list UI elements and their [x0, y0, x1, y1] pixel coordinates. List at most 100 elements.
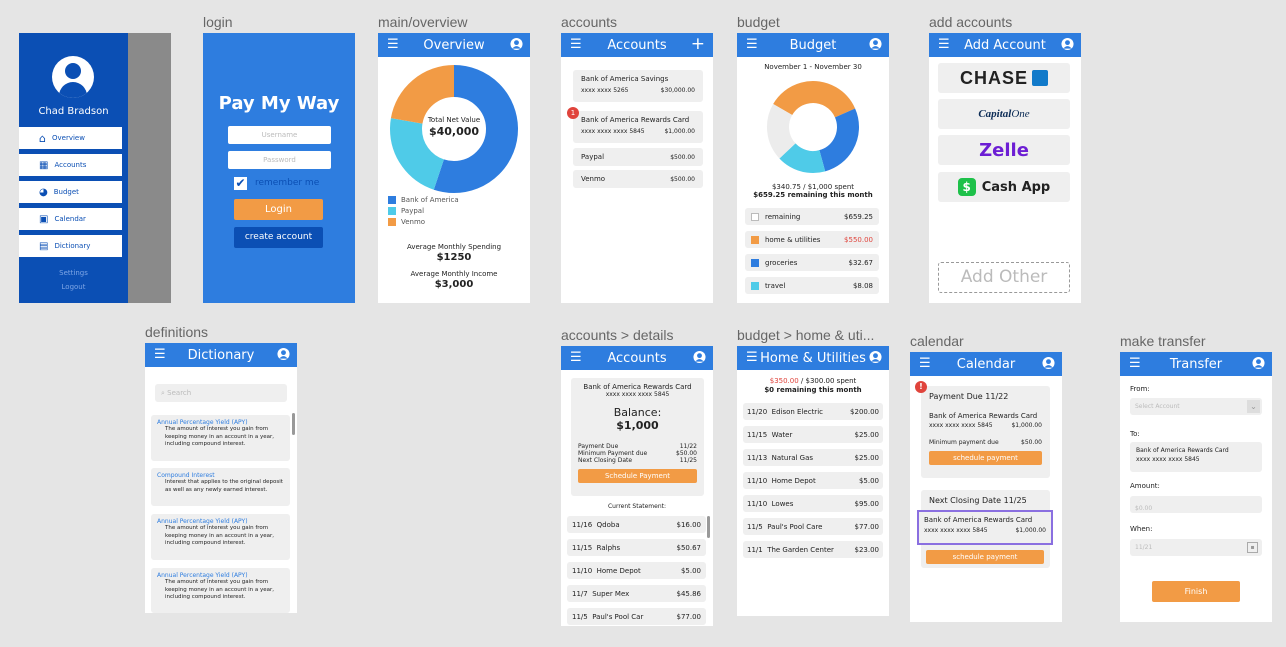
transaction-row[interactable]: 11/15 Water $25.00: [743, 426, 883, 443]
closing-date-title: Next Closing Date 11/25: [929, 496, 1027, 505]
transaction-row[interactable]: 11/5 Paul's Pool Car $77.00: [567, 608, 706, 625]
login-button[interactable]: Login: [234, 199, 323, 220]
add-icon[interactable]: +: [690, 34, 705, 54]
sidebar-item-dictionary[interactable]: ▤ Dictionary: [19, 235, 122, 257]
account-name: Bank of America Rewards Card: [581, 116, 690, 124]
search-input[interactable]: ⌕ Search: [155, 384, 287, 402]
amount-input[interactable]: $0.00: [1130, 496, 1262, 513]
chevron-down-icon: ⌄: [1247, 400, 1260, 413]
calendar-header: ☰ Calendar: [910, 352, 1062, 376]
avatar[interactable]: [52, 56, 94, 98]
date-input[interactable]: 11/21 ▪: [1130, 539, 1262, 556]
budget-item-groceries[interactable]: groceries $32.67: [745, 254, 879, 271]
one-text: One: [1011, 108, 1030, 120]
menu-icon[interactable]: ☰: [1129, 356, 1141, 371]
user-icon[interactable]: [510, 37, 523, 51]
transaction-row[interactable]: 11/10 Home Depot $5.00: [567, 562, 706, 579]
password-field[interactable]: Password: [228, 151, 331, 169]
create-account-button[interactable]: create account: [234, 227, 323, 248]
sidebar-item-calendar[interactable]: ▣ Calendar: [19, 208, 122, 230]
budget-item-label: remaining: [765, 212, 801, 221]
calendar-icon[interactable]: ▪: [1247, 542, 1258, 553]
tx-name: Home Depot: [596, 566, 641, 575]
account-card[interactable]: Venmo $500.00: [573, 170, 703, 188]
finish-button[interactable]: Finish: [1152, 581, 1240, 602]
user-icon[interactable]: [277, 347, 290, 361]
user-icon[interactable]: [693, 350, 706, 364]
menu-icon[interactable]: ☰: [154, 347, 166, 362]
tx-name: Water: [771, 430, 793, 439]
scrollbar[interactable]: [292, 413, 295, 435]
account-number: xxxx xxxx 5265: [581, 87, 629, 94]
account-name: Bank of America Rewards Card: [583, 383, 692, 391]
zelle-option[interactable]: Zelle: [938, 135, 1070, 165]
account-details-frame: ☰ Accounts Bank of America Rewards Card …: [561, 346, 713, 626]
tx-date: 11/10: [572, 566, 593, 575]
budget-item-label: groceries: [765, 258, 798, 267]
payment-due-card: Payment Due 11/22 Bank of America Reward…: [921, 386, 1050, 478]
definition-entry[interactable]: Annual Percentage Yield (APY) The amount…: [151, 514, 290, 560]
account-card[interactable]: Bank of America Rewards Card xxxx xxxx x…: [573, 111, 703, 143]
home-utilities-frame: ☰ Home & Utilities $350.00 / $300.00 spe…: [737, 346, 889, 616]
menu-icon[interactable]: ☰: [746, 37, 758, 52]
definition-entry[interactable]: Compound Interest Interest that applies …: [151, 468, 290, 506]
alert-badge: !: [915, 381, 927, 393]
settings-link[interactable]: Settings: [59, 269, 88, 277]
legend-venmo: Venmo: [401, 217, 426, 226]
menu-icon[interactable]: ☰: [919, 356, 931, 371]
highlighted-account[interactable]: Bank of America Rewards Card xxxx xxxx x…: [917, 510, 1053, 545]
schedule-payment-button[interactable]: Schedule Payment: [578, 469, 697, 483]
menu-icon[interactable]: ☰: [938, 37, 950, 52]
info-key: Minimum Payment due: [578, 450, 648, 457]
transaction-row[interactable]: 11/10 Lowes $95.00: [743, 495, 883, 512]
transaction-row[interactable]: 11/7 Super Mex $45.86: [567, 585, 706, 602]
sidebar-menu: ⌂ Overview ▦ Accounts ◕ Budget ▣ Calendar ▤ D…: [19, 127, 128, 262]
user-icon[interactable]: [869, 37, 882, 51]
amount-label: Amount:: [1130, 482, 1160, 490]
date-placeholder: 11/21: [1135, 544, 1153, 551]
budget-item-home[interactable]: home & utilities $550.00: [745, 231, 879, 248]
home-utilities-header: ☰ Home & Utilities: [737, 346, 889, 370]
user-icon[interactable]: [1042, 356, 1055, 370]
from-select[interactable]: Select Account ⌄: [1130, 398, 1262, 415]
menu-icon[interactable]: ☰: [746, 350, 758, 365]
add-other-button[interactable]: Add Other: [938, 262, 1070, 293]
user-icon[interactable]: [1252, 356, 1265, 370]
transaction-row[interactable]: 11/13 Natural Gas $25.00: [743, 449, 883, 466]
tx-amount: $5.00: [858, 476, 879, 485]
user-icon[interactable]: [869, 350, 882, 364]
transaction-row[interactable]: 11/20 Edison Electric $200.00: [743, 403, 883, 420]
menu-icon[interactable]: ☰: [387, 37, 399, 52]
to-account-card[interactable]: Bank of America Rewards Card xxxx xxxx x…: [1130, 442, 1262, 472]
account-amount: $500.00: [670, 175, 695, 183]
remember-checkbox[interactable]: ✔: [234, 176, 247, 190]
sidebar-item-budget[interactable]: ◕ Budget: [19, 181, 122, 203]
sidebar-item-accounts[interactable]: ▦ Accounts: [19, 154, 122, 176]
budget-item-remaining[interactable]: remaining $659.25: [745, 208, 879, 225]
menu-icon[interactable]: ☰: [570, 350, 582, 365]
transaction-row[interactable]: 11/1 The Garden Center $23.00: [743, 541, 883, 558]
scrollbar[interactable]: [707, 516, 710, 538]
transaction-row[interactable]: 11/16 Qdoba $16.00: [567, 516, 706, 533]
menu-icon[interactable]: ☰: [570, 37, 582, 52]
schedule-payment-button[interactable]: schedule payment: [926, 550, 1044, 564]
capital-one-option[interactable]: CapitalOne: [938, 99, 1070, 129]
page-title: Accounts: [607, 350, 667, 366]
definition-entry[interactable]: Annual Percentage Yield (APY) The amount…: [151, 568, 290, 613]
account-card[interactable]: Paypal $500.00: [573, 148, 703, 166]
definition-entry[interactable]: Annual Percentage Yield (APY) The amount…: [151, 415, 290, 461]
transfer-header: ☰ Transfer: [1120, 352, 1272, 376]
home-icon: ⌂: [39, 131, 46, 145]
schedule-payment-button[interactable]: schedule payment: [929, 451, 1042, 465]
sidebar-item-overview[interactable]: ⌂ Overview: [19, 127, 122, 149]
transaction-row[interactable]: 11/5 Paul's Pool Care $77.00: [743, 518, 883, 535]
transaction-row[interactable]: 11/15 Ralphs $50.67: [567, 539, 706, 556]
chase-option[interactable]: CHASE: [938, 63, 1070, 93]
account-card[interactable]: Bank of America Savings xxxx xxxx 5265 $3…: [573, 70, 703, 102]
user-icon[interactable]: [1061, 37, 1074, 51]
username-field[interactable]: Username: [228, 126, 331, 144]
cash-app-option[interactable]: $ Cash App: [938, 172, 1070, 202]
logout-link[interactable]: Logout: [61, 283, 86, 291]
budget-item-travel[interactable]: travel $8.08: [745, 277, 879, 294]
transaction-row[interactable]: 11/10 Home Depot $5.00: [743, 472, 883, 489]
